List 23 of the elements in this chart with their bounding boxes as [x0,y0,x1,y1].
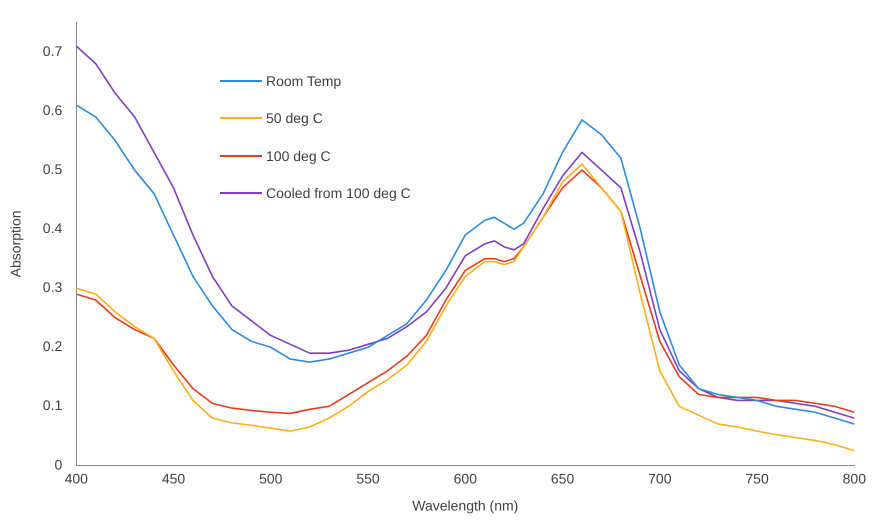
legend-label: Room Temp [266,72,342,89]
y-tick-label: 0.6 [42,102,62,118]
x-tick-label: 450 [162,470,186,487]
y-tick-label: 0.5 [42,160,62,177]
y-axis-title: Absorption [7,210,24,278]
y-tick-label: 0 [54,456,62,472]
y-tick-label: 0.7 [42,42,62,59]
x-tick-label: 700 [648,470,672,487]
x-tick-label: 500 [259,470,283,487]
x-tick-label: 550 [356,470,380,487]
x-tick-label: 600 [454,470,478,487]
y-tick-label: 0.4 [42,220,62,236]
y-tick-label: 0.3 [42,279,62,296]
x-axis-title: Wavelength (nm) [412,497,518,514]
legend-label: 100 deg C [266,148,331,164]
y-tick-label: 0.1 [42,397,62,414]
legend-label: 50 deg C [266,110,323,126]
x-tick-label: 750 [745,470,769,487]
x-tick-label: 650 [550,470,574,487]
y-tick-label: 0.2 [42,338,62,354]
legend-label: Cooled from 100 deg C [266,185,411,202]
x-tick-label: 400 [64,470,88,487]
x-tick-label: 800 [842,470,866,487]
